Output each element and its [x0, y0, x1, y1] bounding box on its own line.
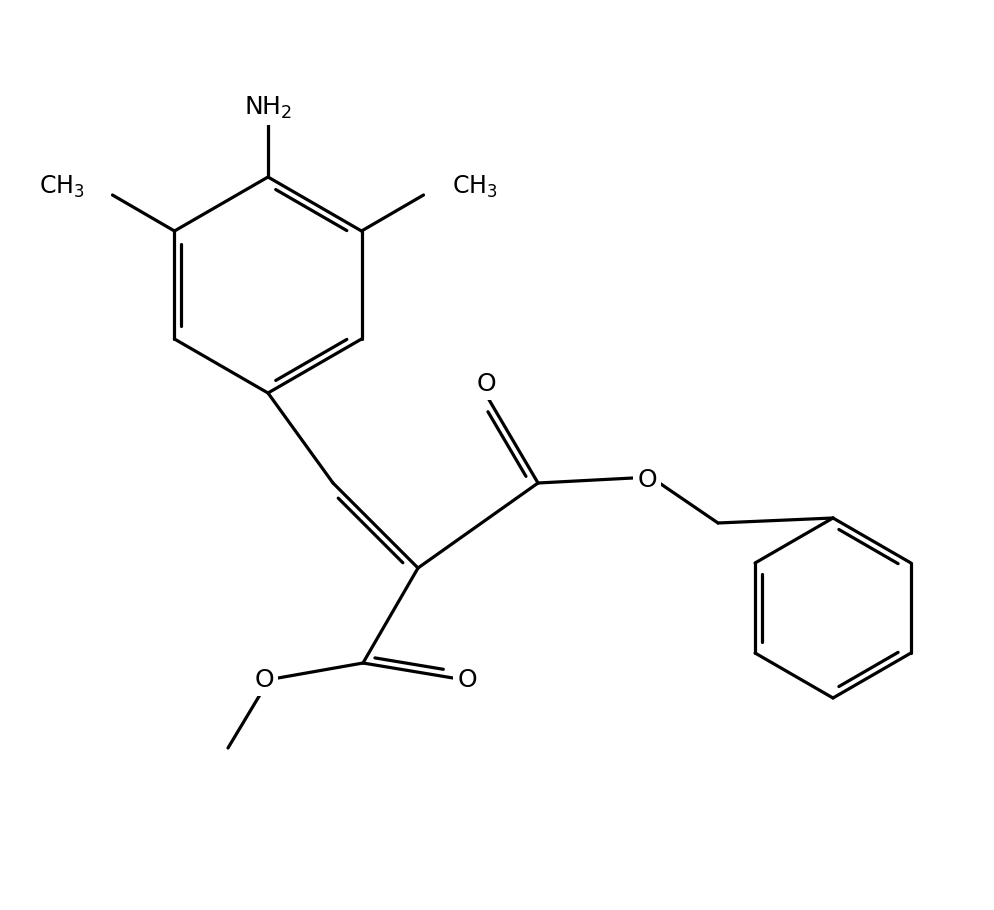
Text: O: O [254, 668, 273, 692]
Text: NH$_2$: NH$_2$ [244, 95, 292, 121]
Text: CH$_3$: CH$_3$ [39, 174, 84, 200]
Text: CH$_3$: CH$_3$ [451, 174, 497, 200]
Text: O: O [457, 668, 477, 692]
Text: O: O [476, 372, 496, 396]
Text: O: O [637, 468, 657, 492]
